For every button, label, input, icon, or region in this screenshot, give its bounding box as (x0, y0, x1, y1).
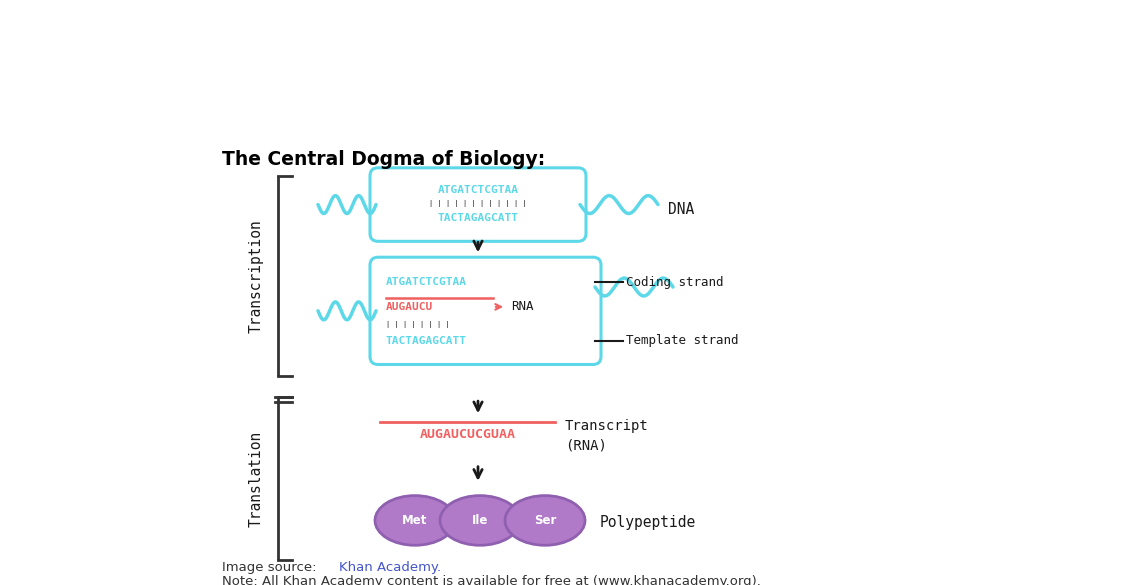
Text: Note: All Khan Academy content is available for free at (www.khanacademy.org).: Note: All Khan Academy content is availa… (222, 574, 761, 585)
Text: ATGATCTCGTAA: ATGATCTCGTAA (437, 185, 518, 195)
Text: Polypeptide: Polypeptide (600, 515, 696, 530)
Text: | | | | | | | |: | | | | | | | | (386, 321, 450, 328)
Text: Ile: Ile (472, 514, 488, 527)
Text: Ser: Ser (534, 514, 556, 527)
Text: Transcript: Transcript (565, 419, 649, 433)
Text: (RNA): (RNA) (565, 439, 607, 453)
Text: Image source:: Image source: (222, 560, 321, 574)
Text: ATGATCTCGTAA: ATGATCTCGTAA (386, 277, 467, 287)
Text: DNA → RNA → Protein: DNA → RNA → Protein (21, 13, 521, 56)
Text: Translation: Translation (249, 431, 264, 527)
Text: RNA: RNA (511, 300, 534, 314)
Text: Transcription: Transcription (249, 219, 264, 333)
Ellipse shape (375, 495, 455, 545)
Text: Bio 30/AP: Bio 30/AP (21, 78, 118, 95)
Text: DNA: DNA (667, 202, 694, 217)
Text: | | | | | | | | | | | |: | | | | | | | | | | | | (429, 200, 527, 207)
Ellipse shape (440, 495, 520, 545)
Text: TACTAGAGCATT: TACTAGAGCATT (437, 214, 518, 223)
Text: TACTAGAGCATT: TACTAGAGCATT (386, 336, 467, 346)
Text: Met: Met (403, 514, 428, 527)
Text: AUGAUCU: AUGAUCU (386, 302, 434, 312)
Text: Khan Academy.: Khan Academy. (339, 560, 442, 574)
Text: The Central Dogma of Biology:: The Central Dogma of Biology: (222, 150, 545, 169)
Ellipse shape (505, 495, 585, 545)
Text: Template strand: Template strand (626, 334, 738, 347)
Text: Coding strand: Coding strand (626, 276, 723, 288)
Text: AUGAUCUCGUAA: AUGAUCUCGUAA (420, 428, 516, 441)
